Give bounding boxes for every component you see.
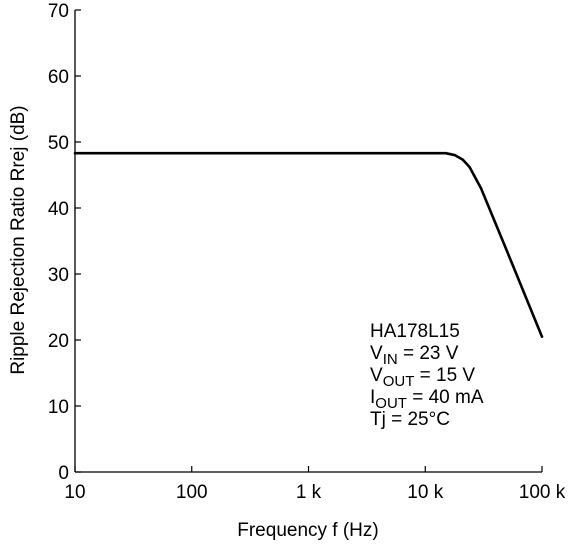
y-axis-title: Ripple Rejection Ratio Rrej (dB) xyxy=(8,105,29,374)
x-tick-label: 1 k xyxy=(296,482,322,503)
y-tick-label: 70 xyxy=(48,1,69,22)
x-tick-label: 100 k xyxy=(519,482,566,503)
annotation-line: HA178L15 xyxy=(370,321,460,342)
annotation-line: VOUT = 15 V xyxy=(370,365,475,390)
x-tick-label: 10 k xyxy=(407,482,443,503)
annotation-line: VIN = 23 V xyxy=(370,343,459,368)
y-tick-label: 20 xyxy=(48,331,69,352)
x-axis-title: Frequency f (Hz) xyxy=(237,520,378,541)
y-tick-label: 0 xyxy=(58,463,69,484)
y-tick-label: 30 xyxy=(48,265,69,286)
y-tick-label: 40 xyxy=(48,199,69,220)
y-tick-label: 10 xyxy=(48,397,69,418)
annotation-line: IOUT = 40 mA xyxy=(370,387,484,412)
series-line xyxy=(73,151,544,338)
x-tick-label: 100 xyxy=(176,482,208,503)
y-tick-label: 60 xyxy=(48,67,69,88)
x-tick-label: 10 xyxy=(64,482,85,503)
plot-area xyxy=(73,151,544,338)
annotation-line: Tj = 25°C xyxy=(370,409,450,430)
y-tick-label: 50 xyxy=(48,133,69,154)
